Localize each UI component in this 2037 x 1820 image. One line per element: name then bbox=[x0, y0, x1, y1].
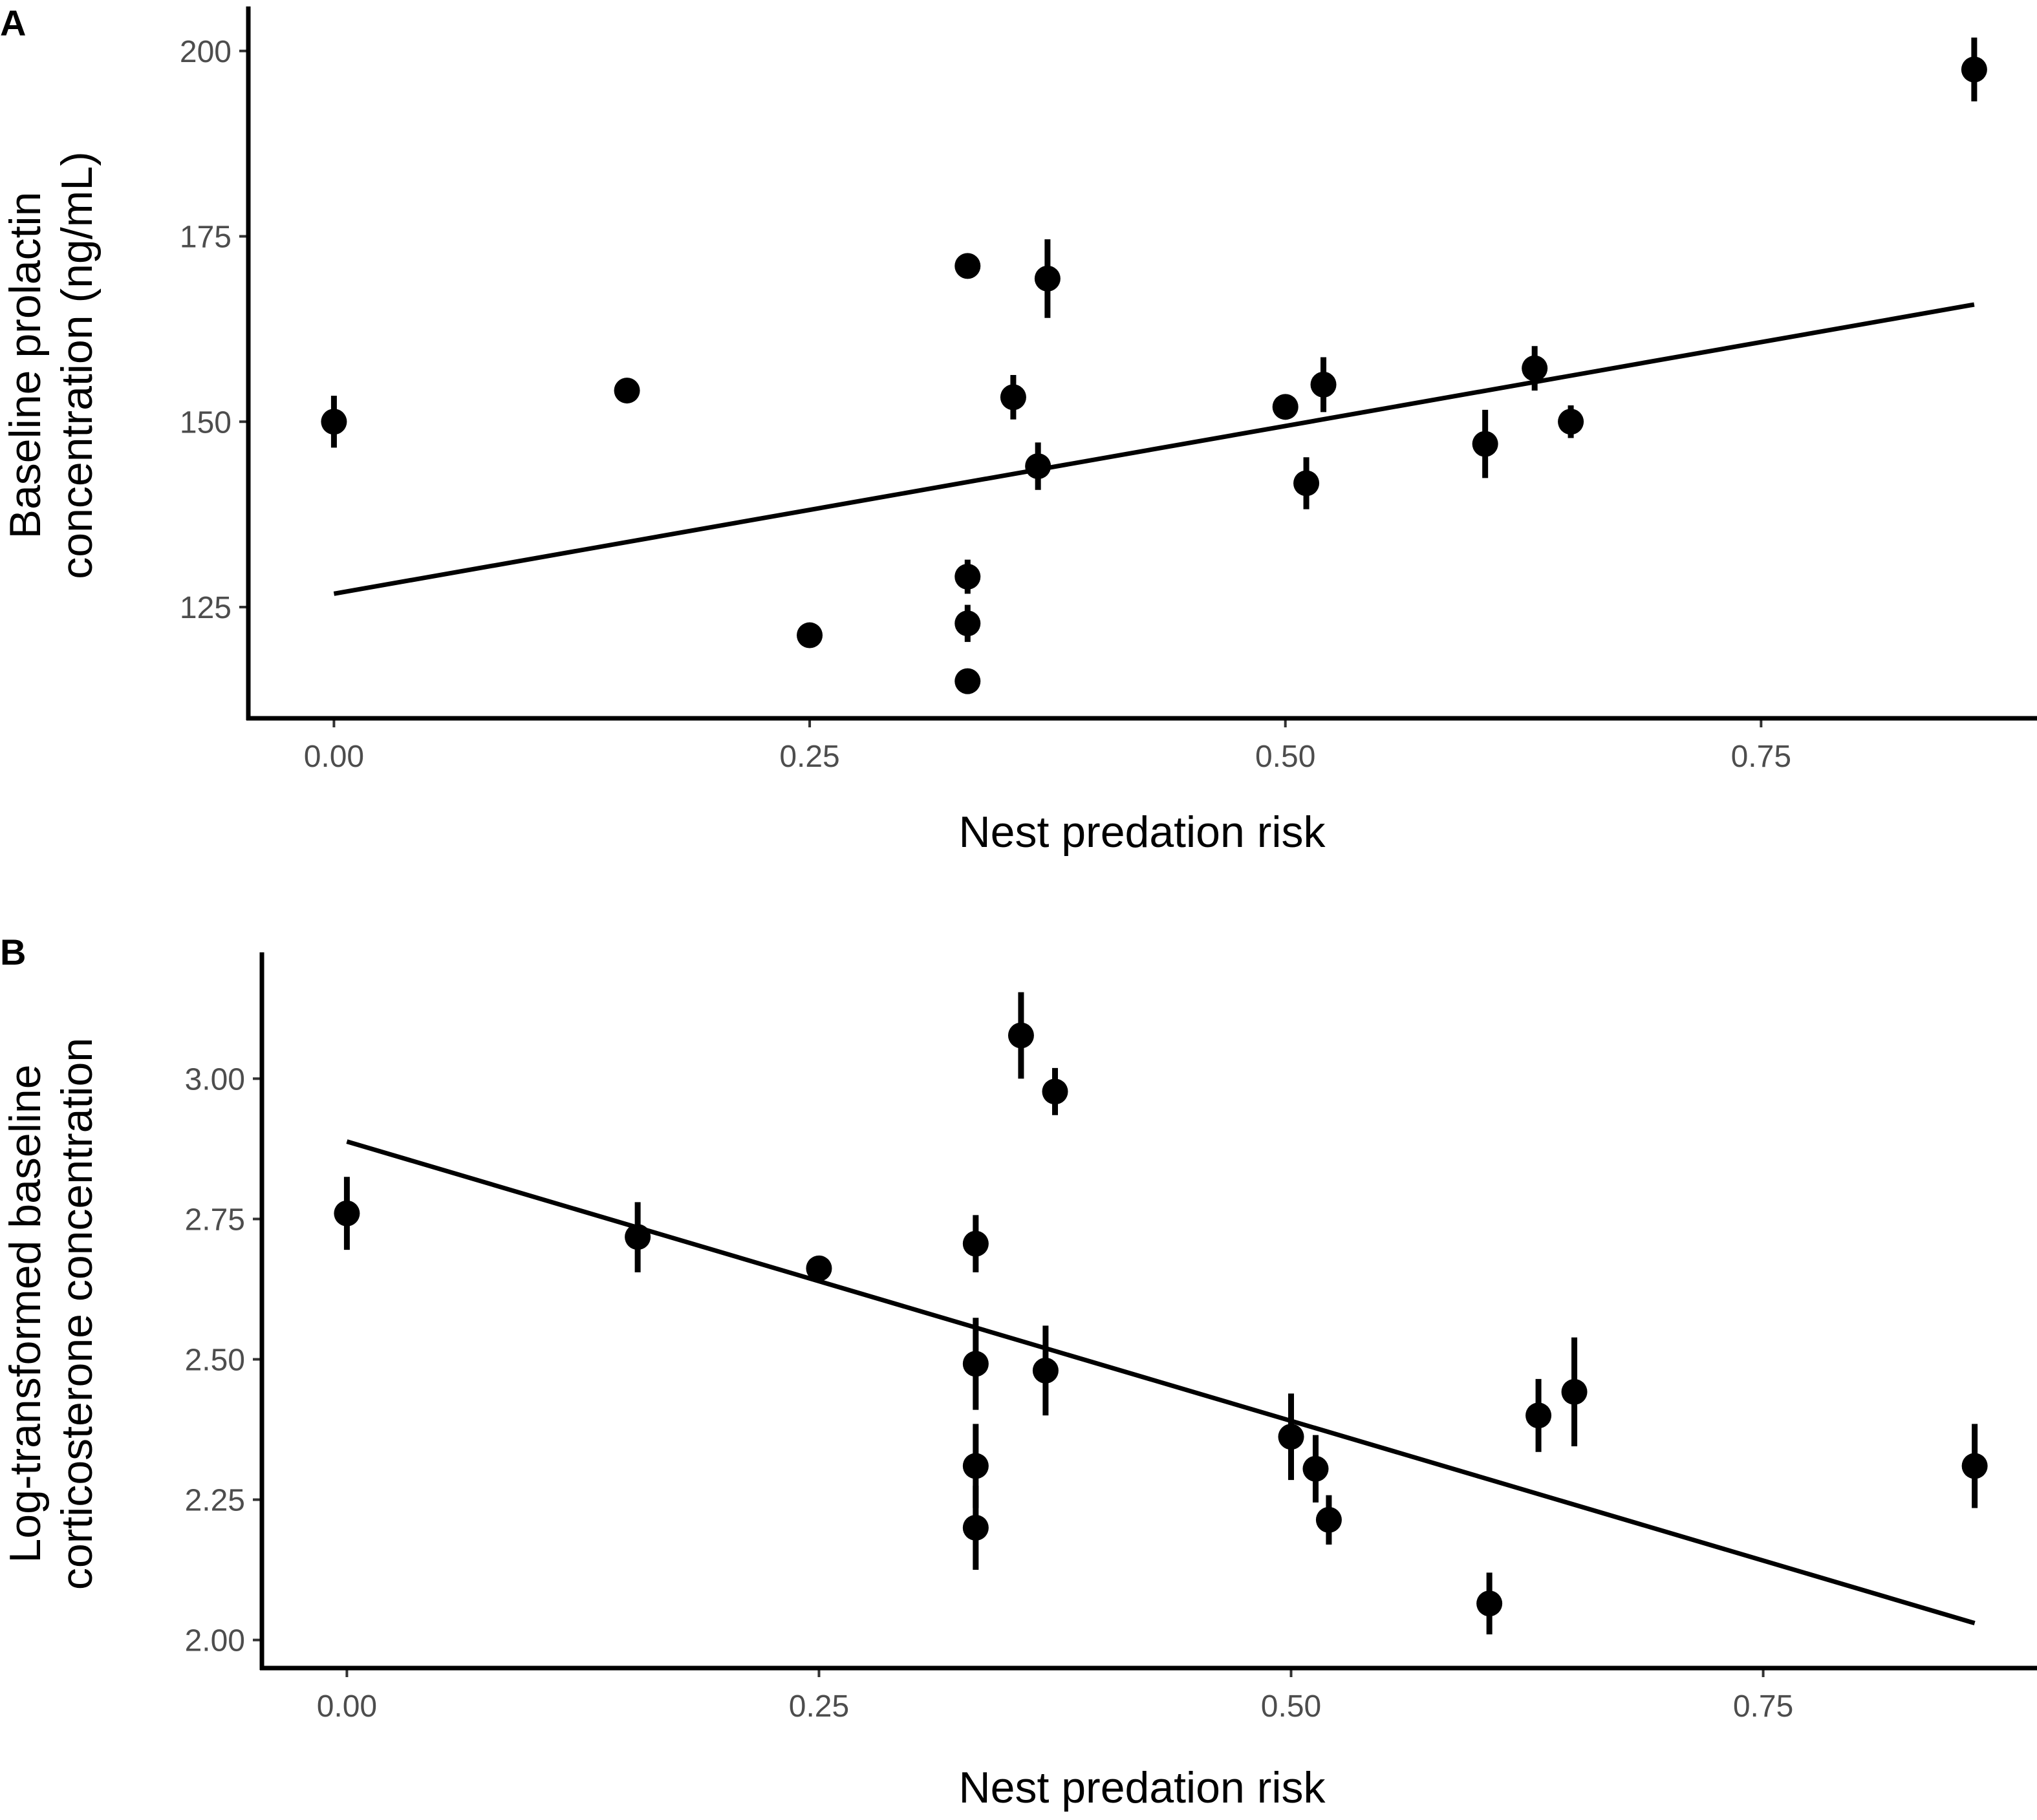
x-tick-label: 0.00 bbox=[317, 1689, 377, 1724]
data-point bbox=[1000, 384, 1026, 411]
data-point bbox=[1032, 1357, 1059, 1384]
regression-line bbox=[346, 1139, 1976, 1625]
data-point bbox=[962, 1230, 989, 1257]
data-point bbox=[1034, 265, 1061, 292]
x-tick-label: 0.75 bbox=[1733, 1689, 1793, 1724]
data-point bbox=[1558, 409, 1584, 435]
y-tick-label: 2.75 bbox=[185, 1203, 245, 1237]
panel-label: A bbox=[0, 3, 26, 43]
x-axis-title: Nest predation risk bbox=[959, 1763, 1326, 1812]
tick-layer: 2.00 2.25 2.50 2.75 3.00 0.00 0.25 0.50 0.75 bbox=[185, 1062, 1794, 1724]
data-point bbox=[1008, 1022, 1034, 1049]
data-point bbox=[1961, 1453, 1988, 1479]
x-tick-label: 0.25 bbox=[779, 740, 839, 774]
data-point bbox=[1472, 431, 1498, 457]
y-tick-label: 175 bbox=[180, 220, 232, 255]
x-tick-label: 0.25 bbox=[789, 1689, 849, 1724]
data-point bbox=[962, 1514, 989, 1541]
panel-b: B Log-transformed baseline corticosteron… bbox=[0, 932, 2037, 1812]
y-axis-title-line-1: Baseline prolactin bbox=[1, 192, 50, 539]
fit-layer bbox=[346, 1139, 1976, 1625]
y-tick-label: 2.25 bbox=[185, 1484, 245, 1518]
data-point bbox=[806, 1255, 832, 1281]
y-axis-title-line-2: concentration (ng/mL) bbox=[52, 151, 102, 579]
y-tick-label: 125 bbox=[180, 591, 232, 625]
y-axis-title-line-2: corticosterone concentration bbox=[52, 1038, 102, 1590]
data-point bbox=[1293, 470, 1320, 497]
x-tick-label: 0.50 bbox=[1255, 740, 1315, 774]
tick-layer: 125 150 175 200 0.00 0.25 0.50 0.75 bbox=[180, 35, 1791, 774]
x-axis-title: Nest predation risk bbox=[959, 808, 1326, 857]
data-point bbox=[954, 253, 981, 279]
y-tick-label: 200 bbox=[180, 35, 232, 69]
points-layer bbox=[321, 37, 1987, 694]
data-point bbox=[1315, 1506, 1342, 1533]
data-point bbox=[1476, 1590, 1503, 1617]
data-point bbox=[954, 668, 981, 694]
data-point bbox=[954, 610, 981, 637]
x-tick-label: 0.50 bbox=[1261, 1689, 1321, 1724]
data-point bbox=[1961, 56, 1987, 83]
data-point bbox=[962, 1351, 989, 1377]
fit-layer bbox=[333, 302, 1975, 596]
data-point bbox=[614, 378, 640, 404]
points-layer bbox=[334, 992, 1988, 1634]
data-point bbox=[625, 1224, 651, 1250]
panel-a: A Baseline prolactin concentration (ng/m… bbox=[0, 3, 2037, 857]
data-point bbox=[954, 563, 981, 590]
data-point bbox=[1025, 453, 1051, 480]
data-point bbox=[321, 409, 347, 435]
data-point bbox=[1272, 394, 1299, 420]
y-axis-title-line-1: Log-transformed baseline bbox=[1, 1064, 50, 1563]
data-point bbox=[334, 1200, 360, 1226]
panel-label: B bbox=[0, 932, 26, 972]
data-point bbox=[1522, 355, 1548, 381]
y-tick-label: 2.00 bbox=[185, 1624, 245, 1658]
data-point bbox=[962, 1453, 989, 1479]
x-tick-label: 0.75 bbox=[1731, 740, 1791, 774]
data-point bbox=[1302, 1455, 1329, 1482]
data-point bbox=[1561, 1378, 1588, 1405]
regression-line bbox=[333, 302, 1975, 596]
y-tick-label: 2.50 bbox=[185, 1343, 245, 1377]
data-point bbox=[1525, 1402, 1552, 1429]
y-tick-label: 3.00 bbox=[185, 1062, 245, 1097]
data-point bbox=[797, 622, 823, 648]
data-point bbox=[1278, 1424, 1304, 1450]
x-tick-label: 0.00 bbox=[304, 740, 364, 774]
data-point bbox=[1310, 371, 1337, 398]
data-point bbox=[1042, 1078, 1068, 1105]
y-tick-label: 150 bbox=[180, 405, 232, 440]
